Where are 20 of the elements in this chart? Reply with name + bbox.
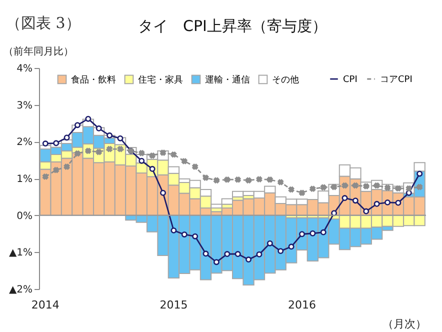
y-tick-label: ▲2% [8,284,32,296]
y-tick-label: 2% [16,137,32,148]
x-axis-title: （月次） [382,318,426,330]
y-tick-label: ▲1% [8,248,32,259]
legend-label: CPI [343,75,358,85]
legend-label: 住宅・家具 [138,74,183,86]
x-tick-label: 2014 [31,298,60,312]
y-axis-title: （前年同月比） [4,46,74,58]
legend-label: その他 [272,74,299,86]
chart-title: タイ CPI上昇率（寄与度） [138,17,327,35]
y-tick-label: 4% [16,64,32,74]
x-tick-label: 2016 [288,298,316,312]
y-tick-label: 1% [16,174,32,185]
text: （図表 3） [6,14,80,33]
x-tick-label: 2015 [160,298,188,312]
y-tick-label: 3% [16,100,32,112]
legend-label: 運輸・通信 [205,74,250,86]
legend-label: コアCPI [380,75,412,85]
legend-label: 食品・飲料 [71,74,116,86]
y-tick-label: 0% [16,210,32,222]
